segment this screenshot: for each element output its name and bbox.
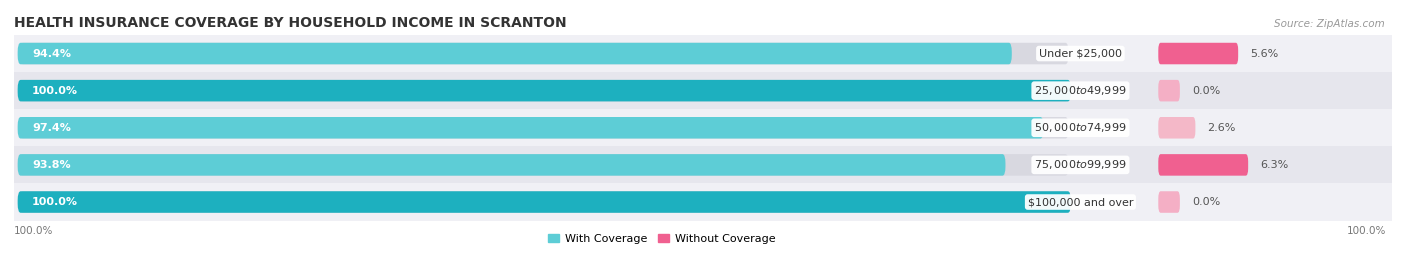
FancyBboxPatch shape xyxy=(20,80,1069,101)
Bar xyxy=(14,35,1392,72)
Text: $25,000 to $49,999: $25,000 to $49,999 xyxy=(1035,84,1126,97)
Text: 100.0%: 100.0% xyxy=(32,86,77,96)
Text: 5.6%: 5.6% xyxy=(1250,48,1278,59)
FancyBboxPatch shape xyxy=(18,191,1071,213)
Legend: With Coverage, Without Coverage: With Coverage, Without Coverage xyxy=(544,229,780,249)
FancyBboxPatch shape xyxy=(20,154,1069,176)
Text: 0.0%: 0.0% xyxy=(1192,197,1220,207)
Text: 2.6%: 2.6% xyxy=(1208,123,1236,133)
FancyBboxPatch shape xyxy=(1159,117,1195,139)
Bar xyxy=(14,183,1392,221)
Text: $50,000 to $74,999: $50,000 to $74,999 xyxy=(1035,121,1126,134)
Text: 93.8%: 93.8% xyxy=(32,160,70,170)
Bar xyxy=(14,146,1392,183)
FancyBboxPatch shape xyxy=(18,117,1043,139)
Text: 0.0%: 0.0% xyxy=(1192,86,1220,96)
FancyBboxPatch shape xyxy=(18,154,1005,176)
FancyBboxPatch shape xyxy=(18,43,1012,64)
FancyBboxPatch shape xyxy=(18,80,1071,101)
FancyBboxPatch shape xyxy=(20,191,1069,213)
FancyBboxPatch shape xyxy=(1159,154,1249,176)
Text: 100.0%: 100.0% xyxy=(14,226,53,236)
FancyBboxPatch shape xyxy=(20,43,1069,64)
Text: $75,000 to $99,999: $75,000 to $99,999 xyxy=(1035,158,1126,171)
Text: Under $25,000: Under $25,000 xyxy=(1039,48,1122,59)
Text: 6.3%: 6.3% xyxy=(1260,160,1288,170)
Text: HEALTH INSURANCE COVERAGE BY HOUSEHOLD INCOME IN SCRANTON: HEALTH INSURANCE COVERAGE BY HOUSEHOLD I… xyxy=(14,16,567,30)
Bar xyxy=(14,109,1392,146)
FancyBboxPatch shape xyxy=(1159,80,1180,101)
FancyBboxPatch shape xyxy=(1159,43,1239,64)
Text: 97.4%: 97.4% xyxy=(32,123,70,133)
Bar xyxy=(14,72,1392,109)
Text: 94.4%: 94.4% xyxy=(32,48,72,59)
FancyBboxPatch shape xyxy=(20,117,1069,139)
Text: 100.0%: 100.0% xyxy=(32,197,77,207)
Text: Source: ZipAtlas.com: Source: ZipAtlas.com xyxy=(1274,19,1385,29)
FancyBboxPatch shape xyxy=(1159,191,1180,213)
Text: 100.0%: 100.0% xyxy=(1347,226,1386,236)
Text: $100,000 and over: $100,000 and over xyxy=(1028,197,1133,207)
